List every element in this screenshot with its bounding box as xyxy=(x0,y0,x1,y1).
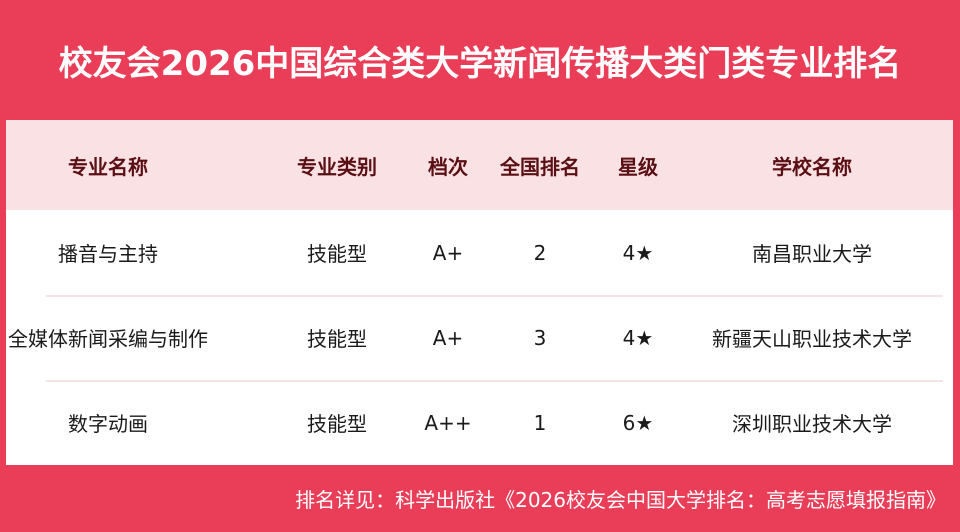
national-rank: 2 xyxy=(533,240,547,265)
national-rank: 3 xyxy=(533,325,547,350)
major-type: 技能型 xyxy=(307,327,367,351)
major-name: 全媒体新闻采编与制作 xyxy=(8,327,208,351)
school-name: 南昌职业大学 xyxy=(752,242,872,266)
table-row: 全媒体新闻采编与制作 技能型 A+ 3 4★ 新疆天山职业技术大学 xyxy=(6,295,953,380)
header-major-name: 专业名称 xyxy=(68,154,148,179)
star-level: 4★ xyxy=(622,325,654,350)
major-name: 数字动画 xyxy=(68,412,148,436)
grade: A+ xyxy=(432,240,464,265)
header-star-level: 星级 xyxy=(618,154,658,179)
ranking-table: 专业名称 专业类别 档次 全国排名 星级 学校名称 播音与主持 技能型 A+ 2… xyxy=(6,120,953,465)
major-name: 播音与主持 xyxy=(58,242,158,266)
grade: A+ xyxy=(432,325,464,350)
header-school-name: 学校名称 xyxy=(772,154,852,179)
page-title: 校友会2026中国综合类大学新闻传播大类门类专业排名 xyxy=(58,43,902,84)
star-level: 6★ xyxy=(622,410,654,435)
table-row: 数字动画 技能型 A++ 1 6★ 深圳职业技术大学 xyxy=(6,380,953,465)
major-type: 技能型 xyxy=(307,242,367,266)
table-row: 播音与主持 技能型 A+ 2 4★ 南昌职业大学 xyxy=(6,210,953,295)
star-level: 4★ xyxy=(622,240,654,265)
header-grade: 档次 xyxy=(428,154,468,179)
table-header: 专业名称 专业类别 档次 全国排名 星级 学校名称 xyxy=(6,120,953,210)
header-major-type: 专业类别 xyxy=(297,154,377,179)
header-national-rank: 全国排名 xyxy=(500,154,580,179)
school-name: 深圳职业技术大学 xyxy=(732,412,892,436)
grade: A++ xyxy=(424,410,472,435)
major-type: 技能型 xyxy=(307,412,367,436)
source-note: 排名详见：科学出版社《2026校友会中国大学排名：高考志愿填报指南》 xyxy=(295,488,946,512)
row-divider xyxy=(46,295,943,297)
national-rank: 1 xyxy=(533,410,547,435)
row-divider xyxy=(46,380,943,382)
school-name: 新疆天山职业技术大学 xyxy=(712,327,912,351)
